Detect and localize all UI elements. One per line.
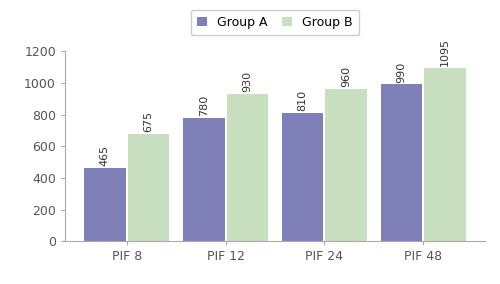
Text: 465: 465	[100, 145, 110, 166]
Text: 930: 930	[242, 71, 252, 92]
Text: 1095: 1095	[440, 38, 450, 66]
Bar	[226, 94, 268, 241]
Text: 960: 960	[341, 66, 351, 87]
Bar	[128, 134, 169, 241]
Text: 675: 675	[144, 111, 154, 132]
Bar	[326, 89, 367, 241]
Text: 780: 780	[199, 95, 209, 116]
Bar	[381, 84, 422, 241]
Bar	[183, 118, 224, 241]
Legend: Group A, Group B: Group A, Group B	[190, 10, 360, 35]
Bar	[282, 113, 324, 241]
Bar	[84, 168, 126, 241]
Bar	[424, 68, 466, 241]
Text: 990: 990	[396, 61, 406, 83]
Text: 810: 810	[298, 90, 308, 111]
